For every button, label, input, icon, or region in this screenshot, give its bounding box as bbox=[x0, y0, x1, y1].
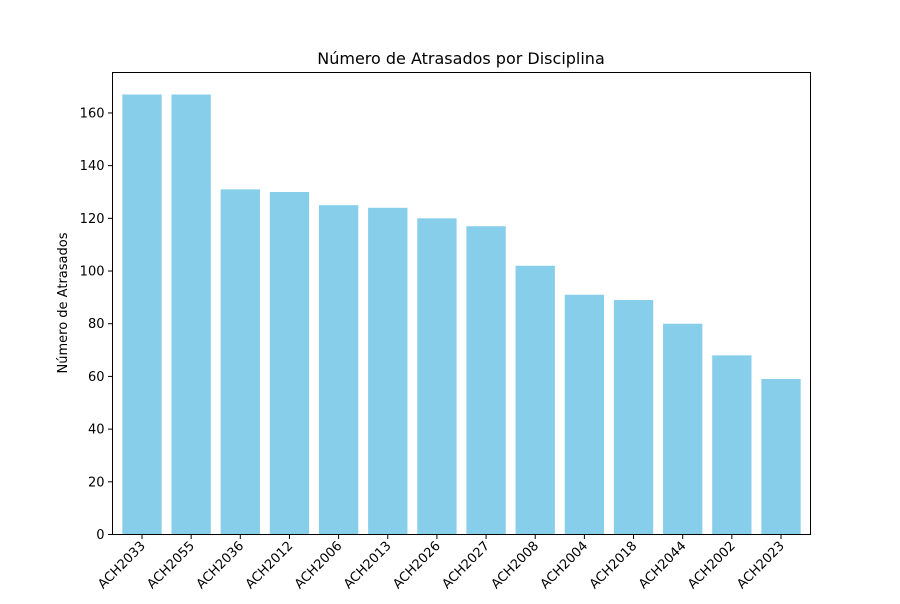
y-tick-label: 160 bbox=[80, 106, 105, 121]
bar-ach2027 bbox=[466, 226, 506, 535]
x-tick-label: ACH2026 bbox=[390, 539, 443, 592]
bars-group bbox=[122, 94, 801, 535]
y-axis: 0 20 40 60 80 100 120 140 160 bbox=[80, 106, 113, 543]
x-tick-label: ACH2018 bbox=[587, 539, 640, 592]
bar-ach2002 bbox=[712, 355, 752, 535]
bar-ach2018 bbox=[613, 300, 654, 535]
chart-title: Número de Atrasados por Disciplina bbox=[317, 49, 605, 68]
y-tick-label: 40 bbox=[88, 423, 105, 438]
y-tick-label: 0 bbox=[96, 528, 104, 543]
y-tick-label: 20 bbox=[88, 475, 105, 490]
x-tick-label: ACH2044 bbox=[636, 539, 689, 592]
bar-ach2023 bbox=[761, 379, 801, 535]
bar-ach2013 bbox=[368, 207, 408, 535]
x-tick-label: ACH2023 bbox=[734, 539, 787, 592]
bar-ach2012 bbox=[269, 191, 310, 535]
x-tick-label: ACH2027 bbox=[439, 539, 492, 592]
x-tick-label: ACH2013 bbox=[341, 539, 394, 592]
x-tick-label: ACH2004 bbox=[538, 539, 591, 592]
bar-ach2033 bbox=[122, 94, 162, 535]
plot-frame bbox=[112, 72, 811, 535]
y-axis-label: Número de Atrasados bbox=[56, 232, 71, 373]
y-tick-label: 100 bbox=[80, 265, 105, 280]
x-tick-label: ACH2002 bbox=[685, 539, 738, 592]
y-tick-label: 120 bbox=[80, 212, 105, 227]
y-tick-label: 80 bbox=[88, 317, 105, 332]
x-tick-label: ACH2033 bbox=[95, 539, 148, 592]
bar-ach2006 bbox=[318, 205, 359, 535]
bar-ach2055 bbox=[171, 94, 211, 535]
x-tick-label: ACH2006 bbox=[292, 539, 345, 592]
bar-ach2004 bbox=[564, 294, 605, 535]
bar-ach2044 bbox=[663, 323, 703, 535]
y-tick-label: 60 bbox=[88, 370, 105, 385]
x-tick-label: ACH2055 bbox=[145, 539, 198, 592]
x-tick-label: ACH2008 bbox=[489, 539, 542, 592]
x-axis: ACH2033ACH2055ACH2036ACH2012ACH2006ACH20… bbox=[95, 534, 788, 592]
x-tick-label: ACH2036 bbox=[194, 539, 247, 592]
bar-ach2036 bbox=[220, 189, 260, 535]
x-tick-label: ACH2012 bbox=[243, 539, 296, 592]
bar-ach2026 bbox=[417, 218, 457, 535]
bar-ach2008 bbox=[515, 265, 555, 535]
y-tick-label: 140 bbox=[80, 159, 105, 174]
